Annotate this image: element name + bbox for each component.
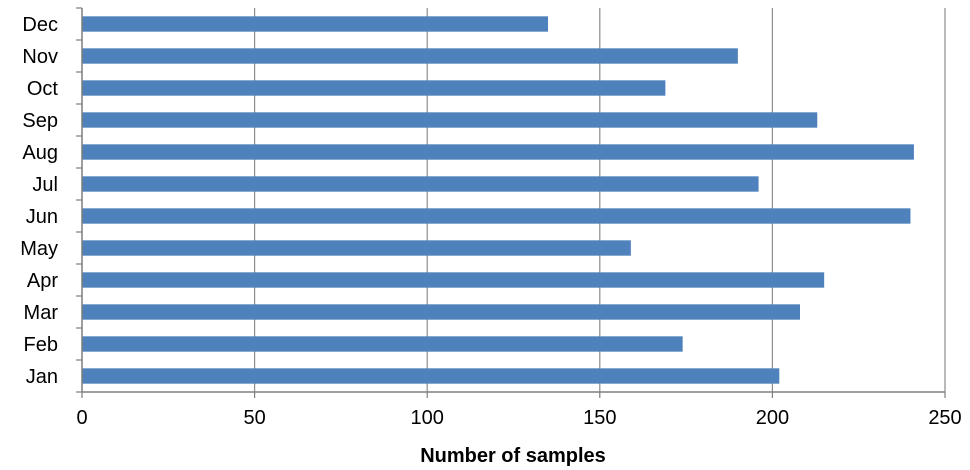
bar-aug: [82, 144, 914, 160]
y-tick-label-mar: Mar: [24, 302, 59, 324]
y-tick-label-jul: Jul: [32, 174, 58, 196]
y-tick-label-feb: Feb: [24, 334, 58, 356]
bar-jan: [82, 368, 780, 384]
y-tick-label-nov: Nov: [22, 46, 58, 68]
x-tick-label: 200: [756, 407, 789, 429]
x-tick-label: 100: [411, 407, 444, 429]
y-tick-label-sep: Sep: [22, 110, 58, 132]
bar-feb: [82, 336, 683, 352]
x-tick-label: 250: [928, 407, 961, 429]
axes: [76, 7, 946, 398]
bar-mar: [82, 304, 801, 320]
y-tick-label-dec: Dec: [22, 14, 58, 36]
bar-may: [82, 240, 631, 256]
x-tick-label: 0: [76, 407, 87, 429]
y-tick-label-oct: Oct: [27, 78, 59, 100]
x-axis-title: Number of samples: [420, 445, 606, 467]
y-tick-label-jun: Jun: [26, 206, 58, 228]
bar-sep: [82, 112, 818, 128]
bar-oct: [82, 80, 666, 96]
bar-nov: [82, 48, 738, 64]
x-tick-labels: 0 50 100 150 200 250: [76, 407, 961, 429]
y-tick-label-aug: Aug: [22, 142, 58, 164]
bar-dec: [82, 16, 549, 32]
bar-jun: [82, 208, 911, 224]
y-tick-label-apr: Apr: [27, 270, 58, 292]
bar-apr: [82, 272, 825, 288]
gridlines: [254, 8, 946, 392]
y-tick-label-may: May: [20, 238, 58, 260]
bar-jul: [82, 176, 759, 192]
y-tick-labels: Jan Feb Mar Apr May Jun Jul Aug Sep Oct Nov Dec: [20, 14, 58, 388]
y-tick-label-jan: Jan: [26, 366, 58, 388]
bars: [82, 16, 914, 384]
x-tick-label: 150: [583, 407, 616, 429]
x-tick-label: 50: [243, 407, 265, 429]
